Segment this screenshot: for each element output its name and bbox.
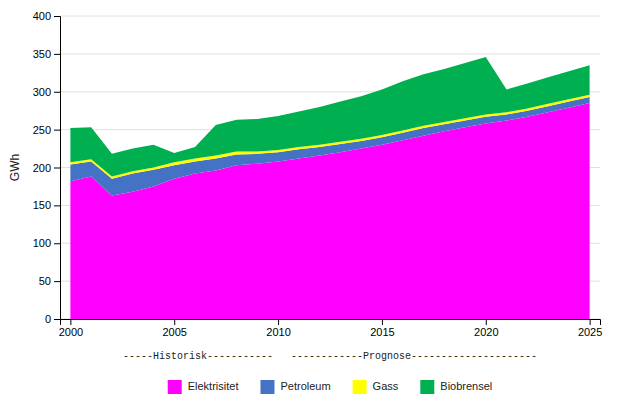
annotation: -----Historisk----------- ------------Pr… <box>123 351 537 362</box>
legend-label: Petroleum <box>280 380 330 392</box>
x-axis-line <box>61 320 601 326</box>
y-tick-mark <box>54 319 60 320</box>
legend-item: Petroleum <box>260 380 330 394</box>
y-tick: 400 <box>33 10 60 22</box>
y-tick-mark <box>54 130 60 131</box>
y-tick-label: 300 <box>33 86 51 98</box>
y-tick-label: 50 <box>39 275 51 287</box>
grid-line <box>60 16 600 17</box>
y-tick-mark <box>54 168 60 169</box>
y-tick: 0 <box>45 313 60 325</box>
plot-area <box>70 57 589 319</box>
x-tick: 2010 <box>266 319 290 338</box>
x-tick: 2000 <box>59 319 83 338</box>
x-tick-mark <box>382 319 383 325</box>
grid-line <box>60 53 600 54</box>
y-tick-label: 150 <box>33 199 51 211</box>
x-tick: 2005 <box>162 319 186 338</box>
y-tick-mark <box>54 243 60 244</box>
y-axis: 0 50 100 150 200 250 300 350 400 <box>33 10 61 325</box>
y-tick: 100 <box>33 237 60 249</box>
y-tick: 200 <box>33 162 60 174</box>
y-tick: 50 <box>39 275 60 287</box>
y-axis-title: GWh <box>8 154 22 181</box>
legend-swatch <box>168 380 182 394</box>
x-tick-label: 2025 <box>578 326 602 338</box>
x-tick-label: 2020 <box>474 326 498 338</box>
x-tick: 2015 <box>370 319 394 338</box>
x-tick-label: 2010 <box>266 326 290 338</box>
legend-label: Biobrensel <box>440 380 492 392</box>
chart: 2000 2005 2010 2015 2020 2025 0 50 100 150 200 250 3… <box>0 0 620 413</box>
legend-item: Gass <box>353 380 399 394</box>
legend-swatch <box>420 380 434 394</box>
x-tick: 2020 <box>474 319 498 338</box>
y-tick: 350 <box>33 48 60 60</box>
legend-label: Elektrisitet <box>188 380 239 392</box>
y-tick: 300 <box>33 86 60 98</box>
x-tick-label: 2000 <box>59 326 83 338</box>
x-tick-mark <box>486 319 487 325</box>
legend: Elektrisitet Petroleum Gass Biobrensel <box>168 380 493 394</box>
y-tick-mark <box>54 54 60 55</box>
legend-swatch <box>260 380 274 394</box>
x-tick: 2025 <box>578 319 602 338</box>
y-tick-label: 250 <box>33 124 51 136</box>
y-tick-mark <box>54 92 60 93</box>
y-tick-label: 350 <box>33 48 51 60</box>
x-tick-label: 2005 <box>162 326 186 338</box>
legend-item: Elektrisitet <box>168 380 239 394</box>
y-tick-label: 200 <box>33 162 51 174</box>
x-axis: 2000 2005 2010 2015 2020 2025 <box>59 319 603 338</box>
x-tick-mark <box>278 319 279 325</box>
legend-swatch <box>353 380 367 394</box>
y-tick: 250 <box>33 124 60 136</box>
y-tick-label: 100 <box>33 237 51 249</box>
y-tick-label: 400 <box>33 10 51 22</box>
y-tick: 150 <box>33 199 60 211</box>
legend-item: Biobrensel <box>420 380 492 394</box>
legend-label: Gass <box>373 380 399 392</box>
y-tick-mark <box>54 205 60 206</box>
x-tick-label: 2015 <box>370 326 394 338</box>
x-tick-mark <box>174 319 175 325</box>
y-tick-mark <box>54 281 60 282</box>
area <box>70 57 589 177</box>
y-tick-label: 0 <box>45 313 51 325</box>
y-axis-line <box>54 17 61 320</box>
x-tick-mark <box>70 319 71 325</box>
y-tick-mark <box>54 16 60 17</box>
grid <box>60 16 600 319</box>
x-tick-mark <box>590 319 591 325</box>
